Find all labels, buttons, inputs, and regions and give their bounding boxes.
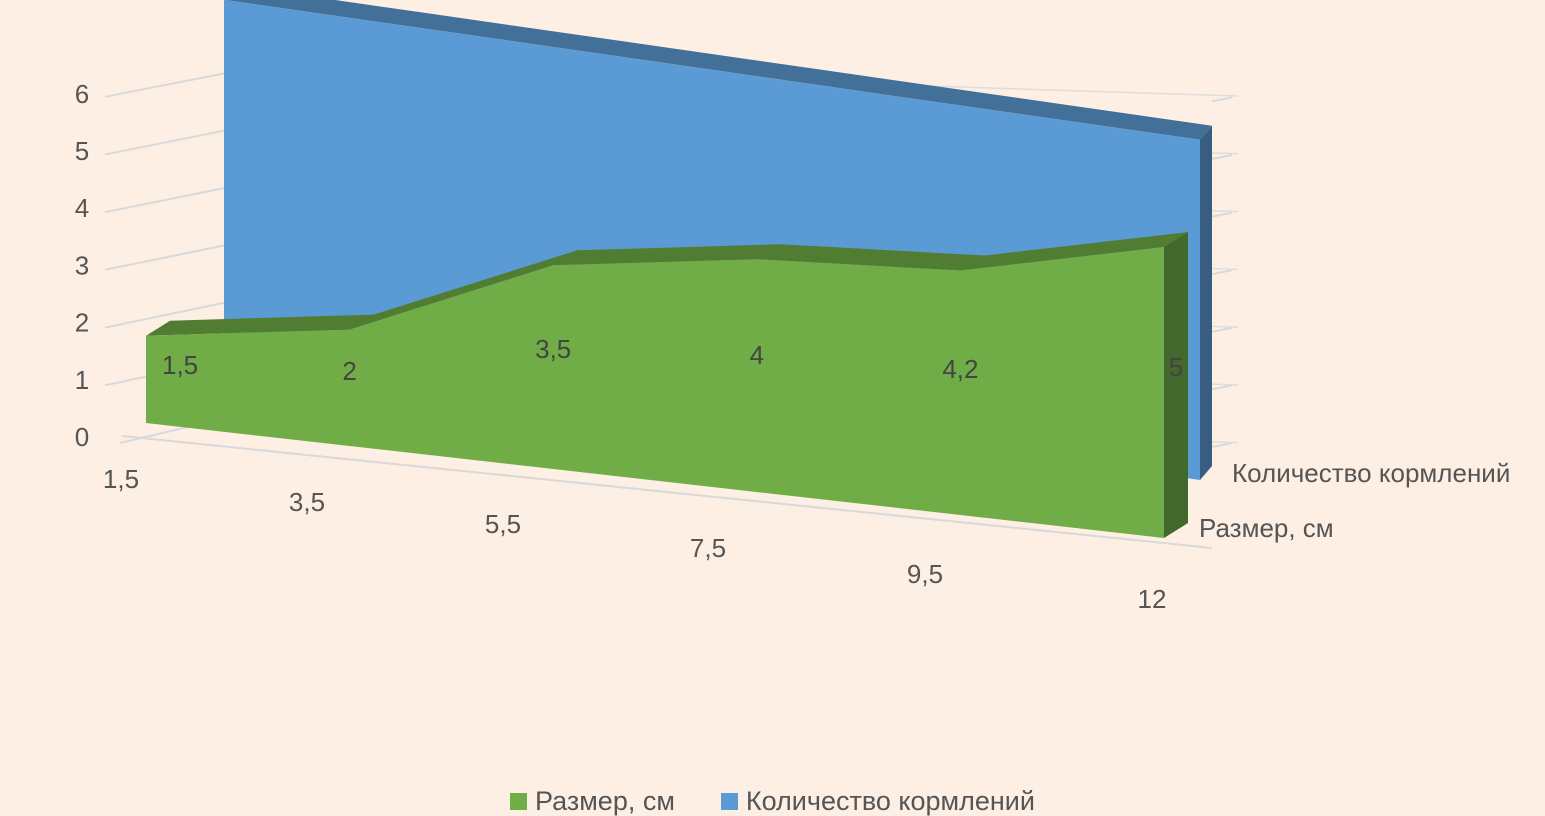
legend-label-size: Размер, см bbox=[535, 786, 675, 816]
x-axis-ticks: 1,5 3,5 5,5 7,5 9,5 12 bbox=[103, 464, 1167, 614]
y-tick-label: 6 bbox=[75, 79, 89, 109]
depth-axis-labels: Размер, см Количество кормлений bbox=[1199, 458, 1510, 543]
legend-swatch-size bbox=[510, 792, 528, 810]
gridline-right-0 bbox=[1211, 442, 1233, 448]
y-tick-label: 1 bbox=[75, 365, 89, 395]
depth-axis-label: Количество кормлений bbox=[1232, 458, 1510, 488]
legend-swatch-feedings bbox=[720, 792, 738, 810]
gridline-right-4 bbox=[1211, 211, 1233, 218]
y-axis-ticks: 0 1 2 3 4 5 6 bbox=[75, 79, 89, 452]
series-feedings-side-face bbox=[1200, 125, 1212, 481]
floor-line bbox=[121, 435, 1213, 549]
y-tick-label: 3 bbox=[75, 250, 89, 280]
y-tick-label: 0 bbox=[75, 422, 89, 452]
legend-item-feedings[interactable]: Количество кормлений bbox=[720, 786, 1035, 816]
gridline-right-6 bbox=[1211, 96, 1233, 103]
x-tick-label: 7,5 bbox=[690, 533, 726, 563]
data-label: 4,2 bbox=[942, 354, 978, 384]
y-tick-label: 4 bbox=[75, 193, 89, 223]
x-tick-label: 12 bbox=[1138, 584, 1167, 614]
x-tick-label: 9,5 bbox=[907, 559, 943, 589]
gridline-right-3 bbox=[1211, 269, 1233, 276]
series-size-area bbox=[146, 232, 1188, 538]
x-tick-label: 1,5 bbox=[103, 464, 139, 494]
series-size-side-face bbox=[1164, 232, 1188, 538]
data-label: 5 bbox=[1169, 352, 1183, 382]
series-size-front-face bbox=[146, 247, 1164, 538]
data-label: 3,5 bbox=[535, 334, 571, 364]
data-label: 2 bbox=[342, 356, 356, 386]
legend: Размер, см Количество кормлений bbox=[0, 786, 1545, 816]
depth-axis-label: Размер, см bbox=[1199, 513, 1334, 543]
legend-label-feedings: Количество кормлений bbox=[745, 786, 1035, 816]
data-labels: 1,5 2 3,5 4 4,2 5 bbox=[162, 334, 1183, 386]
series-feedings-top-face bbox=[225, 0, 1212, 140]
legend-item-size[interactable]: Размер, см bbox=[510, 786, 675, 816]
x-tick-label: 5,5 bbox=[485, 509, 521, 539]
series-size-top-face bbox=[146, 232, 1188, 336]
gridline-right-2 bbox=[1211, 326, 1233, 333]
gridline-right-1 bbox=[1211, 384, 1233, 391]
y-tick-label: 5 bbox=[75, 136, 89, 166]
data-label: 1,5 bbox=[162, 350, 198, 380]
gridline-right-5 bbox=[1211, 154, 1233, 160]
y-tick-label: 2 bbox=[75, 308, 89, 338]
data-label: 4 bbox=[750, 340, 764, 370]
x-tick-label: 3,5 bbox=[289, 487, 325, 517]
